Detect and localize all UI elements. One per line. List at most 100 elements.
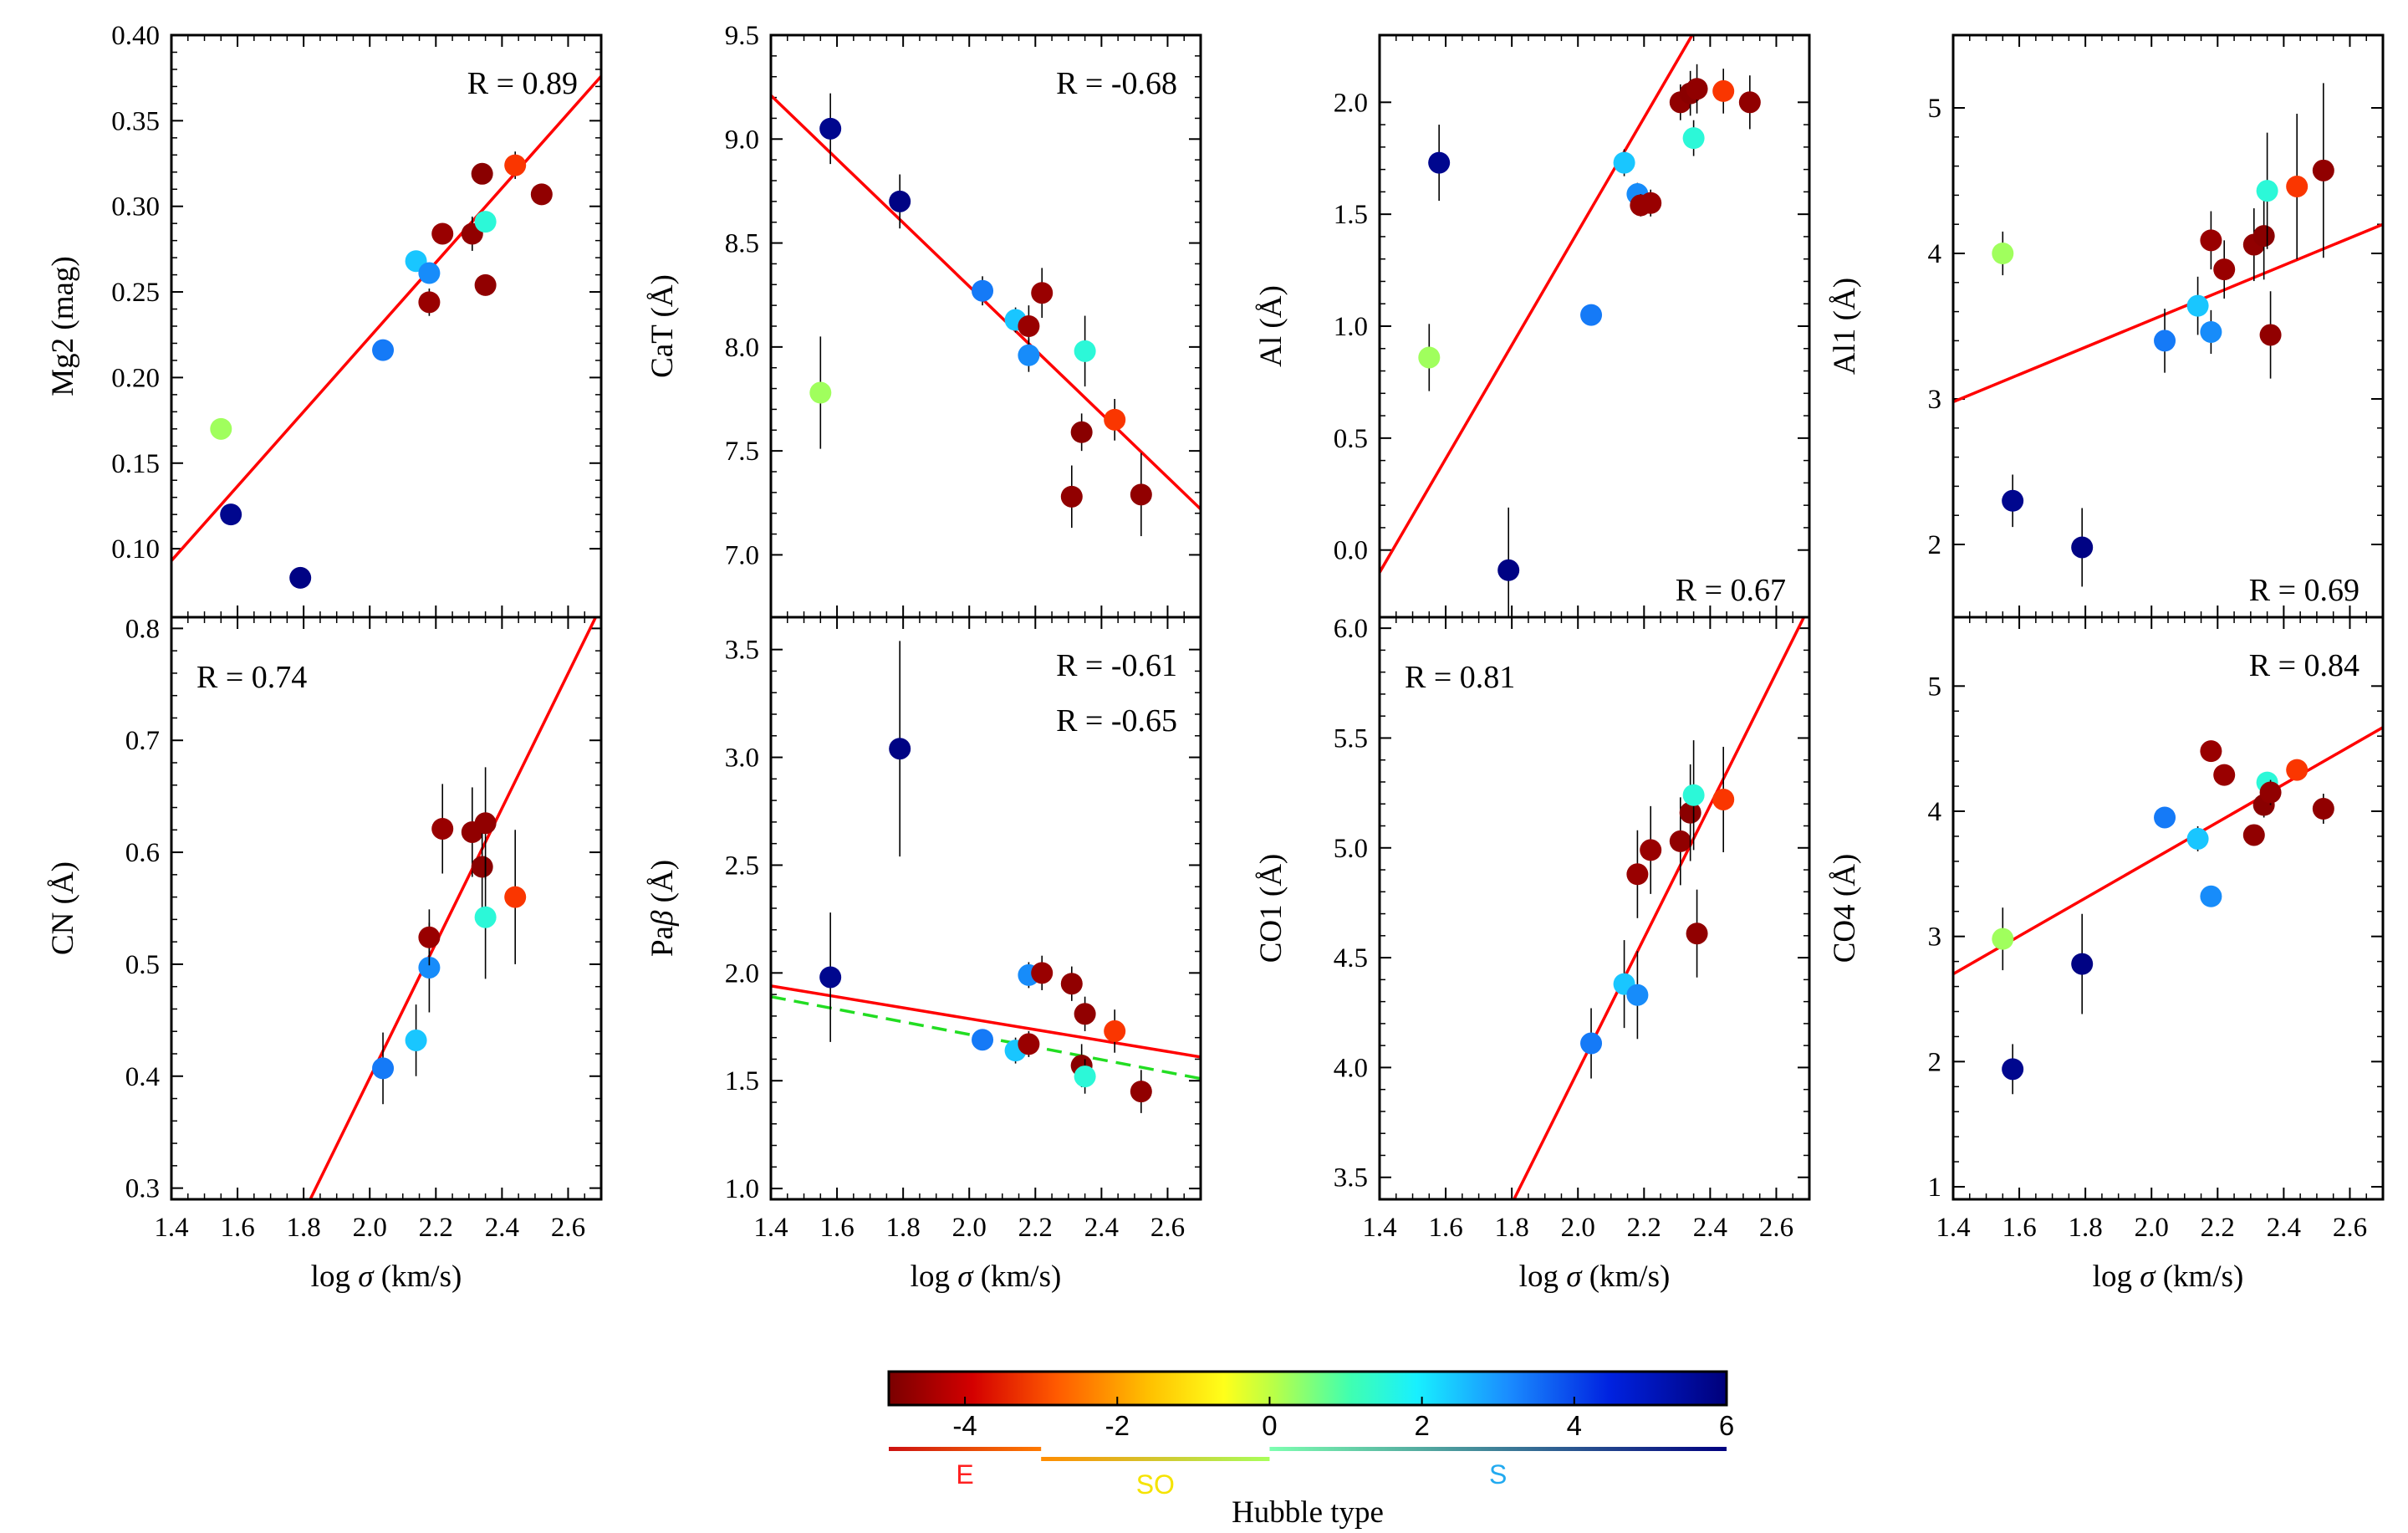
- y-axis-label: Mg2 (mag): [46, 256, 80, 396]
- data-point: [2256, 180, 2278, 202]
- data-point: [372, 339, 395, 361]
- data-point: [418, 926, 441, 948]
- data-point: [1074, 1065, 1096, 1088]
- data-point: [1018, 344, 1040, 366]
- y-axis-label: Paβ (Å): [645, 860, 680, 957]
- x-tick-label: 1.4: [154, 1213, 188, 1243]
- y-tick-label: 8.5: [725, 229, 759, 259]
- data-point: [1070, 421, 1093, 443]
- data-point: [1640, 839, 1662, 861]
- fit-line: [309, 617, 598, 1199]
- panel-7: 3.5 4.0 4.5 5.0 5.5 6.0 1.4 1.6 1.8 2.0 2.2 2.4 2.6 R…: [1254, 614, 1811, 1294]
- x-tick-label: 2.2: [2201, 1213, 2235, 1243]
- y-tick-label: 4: [1928, 797, 1942, 827]
- data-point: [1104, 408, 1126, 431]
- y-tick-label: 7.0: [725, 540, 759, 570]
- y-axis-label: CaT (Å): [645, 274, 680, 378]
- data-point: [1018, 315, 1040, 337]
- y-tick-label: 1.0: [1334, 312, 1368, 342]
- y-tick-label: 0.7: [125, 726, 160, 756]
- fit-line: [1380, 35, 1694, 574]
- data-point: [2312, 798, 2334, 820]
- r-label: R = -0.61: [1056, 648, 1177, 683]
- y-tick-label: 0.10: [111, 534, 160, 565]
- data-point: [474, 273, 497, 296]
- data-point: [2259, 781, 2282, 804]
- data-point: [2002, 1058, 2024, 1081]
- panel-5: 0.3 0.4 0.5 0.6 0.7 0.8 1.4 1.6 1.8 2.0 2.2 2.4 2.6 R…: [46, 614, 603, 1294]
- data-point: [289, 566, 312, 589]
- r-label: R = 0.69: [2249, 573, 2360, 608]
- r-label: R = 0.67: [1676, 573, 1786, 608]
- data-point: [2200, 320, 2222, 343]
- data-point: [2154, 330, 2176, 352]
- x-tick-label: 1.4: [1362, 1213, 1396, 1243]
- y-axis-label: Al (Å): [1254, 285, 1288, 367]
- data-point: [1580, 304, 1603, 326]
- y-tick-label: 1.0: [725, 1174, 759, 1204]
- x-tick-label: 2.4: [1693, 1213, 1727, 1243]
- x-tick-label: 2.0: [353, 1213, 387, 1243]
- data-point: [819, 117, 842, 140]
- data-point: [530, 183, 553, 206]
- colorbar-tick-label: 6: [1719, 1410, 1734, 1441]
- data-point: [1018, 1033, 1040, 1055]
- y-tick-label: 0.4: [125, 1062, 160, 1092]
- panel-8: 1 2 3 4 5 1.4 1.6 1.8 2.0 2.2 2.4 2.6 R = 0.84 CO4 (Å…: [1828, 616, 2385, 1294]
- data-point: [1580, 1032, 1603, 1055]
- data-point: [1682, 127, 1705, 150]
- x-tick-label: 2.4: [1084, 1213, 1119, 1243]
- data-point: [2252, 225, 2275, 248]
- data-point: [418, 262, 441, 284]
- r-label: R = 0.89: [467, 66, 578, 101]
- y-tick-label: 1.5: [1334, 200, 1368, 230]
- r-label: R = 0.74: [196, 660, 307, 695]
- x-tick-label: 2.6: [1150, 1213, 1185, 1243]
- data-point: [1738, 91, 1761, 114]
- y-tick-label: 2: [1928, 530, 1942, 560]
- data-point: [418, 956, 441, 979]
- colorbar-tick-label: 2: [1414, 1410, 1429, 1441]
- data-point: [418, 291, 441, 314]
- colorbar-tick-label: 4: [1567, 1410, 1582, 1441]
- data-point: [1992, 927, 2014, 950]
- colorbar-gradient: [887, 1370, 1728, 1407]
- data-point: [1669, 830, 1691, 852]
- colorbar: -4 -2 0 2 4 6 E SO S Hubble type: [887, 1370, 1734, 1530]
- data-point: [2071, 953, 2094, 975]
- data-point: [372, 1057, 395, 1080]
- y-tick-label: 3.5: [1334, 1163, 1368, 1193]
- y-tick-label: 3.5: [725, 636, 759, 666]
- x-tick-label: 1.6: [220, 1213, 254, 1243]
- y-tick-label: 0.5: [1334, 424, 1368, 454]
- fit-line: [1512, 617, 1806, 1199]
- y-tick-label: 0.15: [111, 449, 160, 479]
- x-tick-label: 1.4: [1936, 1213, 1970, 1243]
- data-point: [2186, 827, 2209, 850]
- data-point: [1686, 78, 1708, 100]
- y-tick-label: 0.30: [111, 192, 160, 222]
- data-point: [474, 211, 497, 233]
- data-point: [1074, 1003, 1096, 1025]
- data-point: [2312, 159, 2334, 181]
- plot-area: [771, 617, 1201, 1199]
- hubble-group-bar: [1269, 1447, 1727, 1451]
- x-tick-label: 2.2: [1627, 1213, 1661, 1243]
- y-tick-label: 4: [1928, 239, 1942, 269]
- data-point: [1992, 243, 2014, 264]
- data-point: [889, 190, 911, 212]
- y-tick-label: 2: [1928, 1047, 1942, 1077]
- plot-frame: [769, 616, 1202, 1201]
- plot-area: [771, 35, 1201, 617]
- y-tick-label: 3: [1928, 385, 1942, 415]
- plot-area: [171, 35, 601, 617]
- data-point: [1712, 79, 1735, 102]
- fit-line: [771, 984, 1201, 1059]
- data-point: [2242, 824, 2265, 846]
- y-tick-label: 9.0: [725, 125, 759, 155]
- data-point: [1428, 151, 1451, 174]
- r-label: R = -0.68: [1056, 66, 1177, 101]
- data-point: [1682, 784, 1705, 806]
- plot-area: [171, 617, 601, 1199]
- panel-4: 2 3 4 5 R = 0.69 Al1 (Å): [1828, 33, 2385, 619]
